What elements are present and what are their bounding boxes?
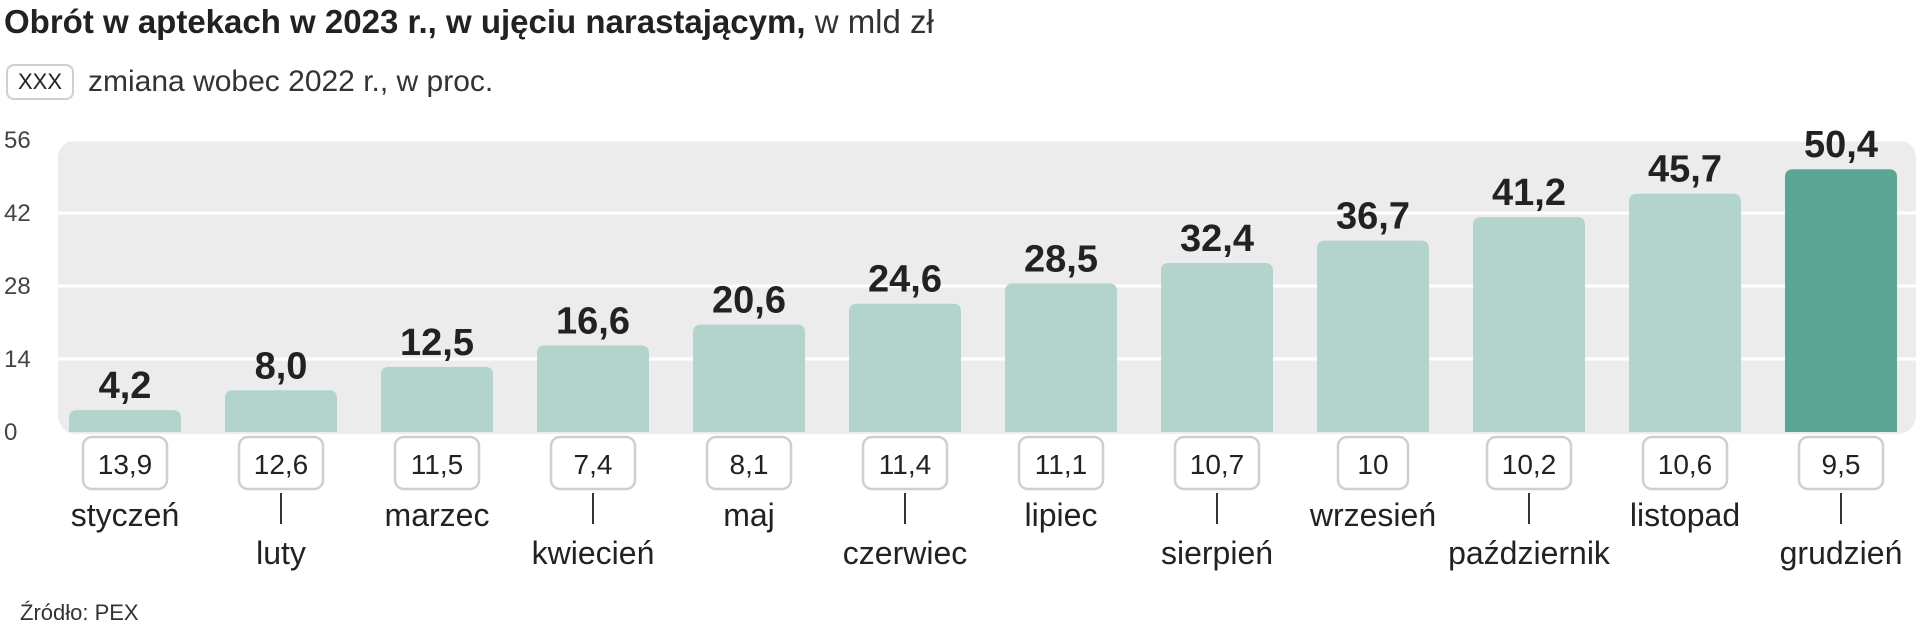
bar <box>1317 240 1429 432</box>
category-label: sierpień <box>1161 535 1273 571</box>
y-tick-label: 28 <box>4 273 31 300</box>
change-value-label: 12,6 <box>254 449 309 480</box>
change-box <box>705 435 793 491</box>
change-box <box>861 435 949 491</box>
bar <box>1161 263 1273 432</box>
chart-title-unit: w mld zł <box>814 3 934 40</box>
category-label: grudzień <box>1780 535 1903 571</box>
change-box <box>1173 435 1261 491</box>
bar <box>1005 283 1117 432</box>
bar-value-label: 20,6 <box>712 280 786 322</box>
category-label: marzec <box>385 497 490 533</box>
y-tick-label: 56 <box>4 127 31 154</box>
source-note: Źródło: PEX <box>20 600 139 625</box>
bar-value-label: 4,2 <box>99 365 152 407</box>
category-label: wrzesień <box>1309 497 1436 533</box>
bar <box>693 324 805 432</box>
change-value-label: 10 <box>1357 449 1388 480</box>
bar-value-label: 24,6 <box>868 259 942 301</box>
change-box <box>549 435 637 491</box>
category-label: maj <box>723 497 775 533</box>
bar <box>69 410 181 432</box>
change-value-label: 11,1 <box>1035 449 1087 480</box>
y-tick-label: 42 <box>4 200 31 227</box>
change-box <box>237 435 325 491</box>
bar <box>1473 217 1585 432</box>
chart-title-main: Obrót w aptekach w 2023 r., w ujęciu nar… <box>4 3 806 40</box>
change-value-label: 10,2 <box>1502 449 1557 480</box>
change-box <box>1336 435 1410 491</box>
change-value-label: 7,4 <box>574 449 613 480</box>
bar <box>537 345 649 432</box>
bar-value-label: 28,5 <box>1024 238 1098 280</box>
category-label: kwiecień <box>532 535 655 571</box>
change-value-label: 10,7 <box>1190 449 1245 480</box>
change-value-label: 13,9 <box>98 449 153 480</box>
bar <box>1629 193 1741 432</box>
bar-value-label: 41,2 <box>1492 172 1566 214</box>
change-value-label: 8,1 <box>730 449 769 480</box>
change-box <box>1641 435 1729 491</box>
category-label: luty <box>256 535 306 571</box>
change-value-label: 11,5 <box>411 449 463 480</box>
bar <box>1785 169 1897 432</box>
y-tick-label: 14 <box>4 346 31 373</box>
change-value-label: 10,6 <box>1658 449 1713 480</box>
legend-text: zmiana wobec 2022 r., w proc. <box>88 65 494 98</box>
category-label: styczeń <box>71 497 179 533</box>
category-label: październik <box>1448 535 1611 571</box>
bar <box>225 390 337 432</box>
bar-value-label: 32,4 <box>1180 218 1254 260</box>
bar-value-label: 16,6 <box>556 300 630 342</box>
legend-box-sample: XXX <box>6 64 75 100</box>
chart-title: Obrót w aptekach w 2023 r., w ujęciu nar… <box>4 0 934 44</box>
change-box <box>81 435 169 491</box>
bar-value-label: 12,5 <box>400 322 474 364</box>
bar-value-label: 45,7 <box>1648 149 1722 191</box>
change-box <box>1485 435 1573 491</box>
bar-value-label: 36,7 <box>1336 196 1410 238</box>
legend: XXX zmiana wobec 2022 r., w proc. <box>6 62 493 102</box>
y-tick-label: 0 <box>4 419 17 446</box>
change-value-label: 9,5 <box>1822 449 1861 480</box>
bar-value-label: 50,4 <box>1804 124 1878 166</box>
bar-value-label: 8,0 <box>255 345 308 387</box>
bar <box>849 303 961 432</box>
category-label: listopad <box>1630 497 1740 533</box>
category-label: lipiec <box>1025 497 1098 533</box>
category-label: czerwiec <box>843 535 967 571</box>
bar <box>381 366 493 432</box>
change-box <box>1797 435 1885 491</box>
change-value-label: 11,4 <box>879 449 931 480</box>
change-box <box>393 435 481 491</box>
change-box <box>1017 435 1105 491</box>
